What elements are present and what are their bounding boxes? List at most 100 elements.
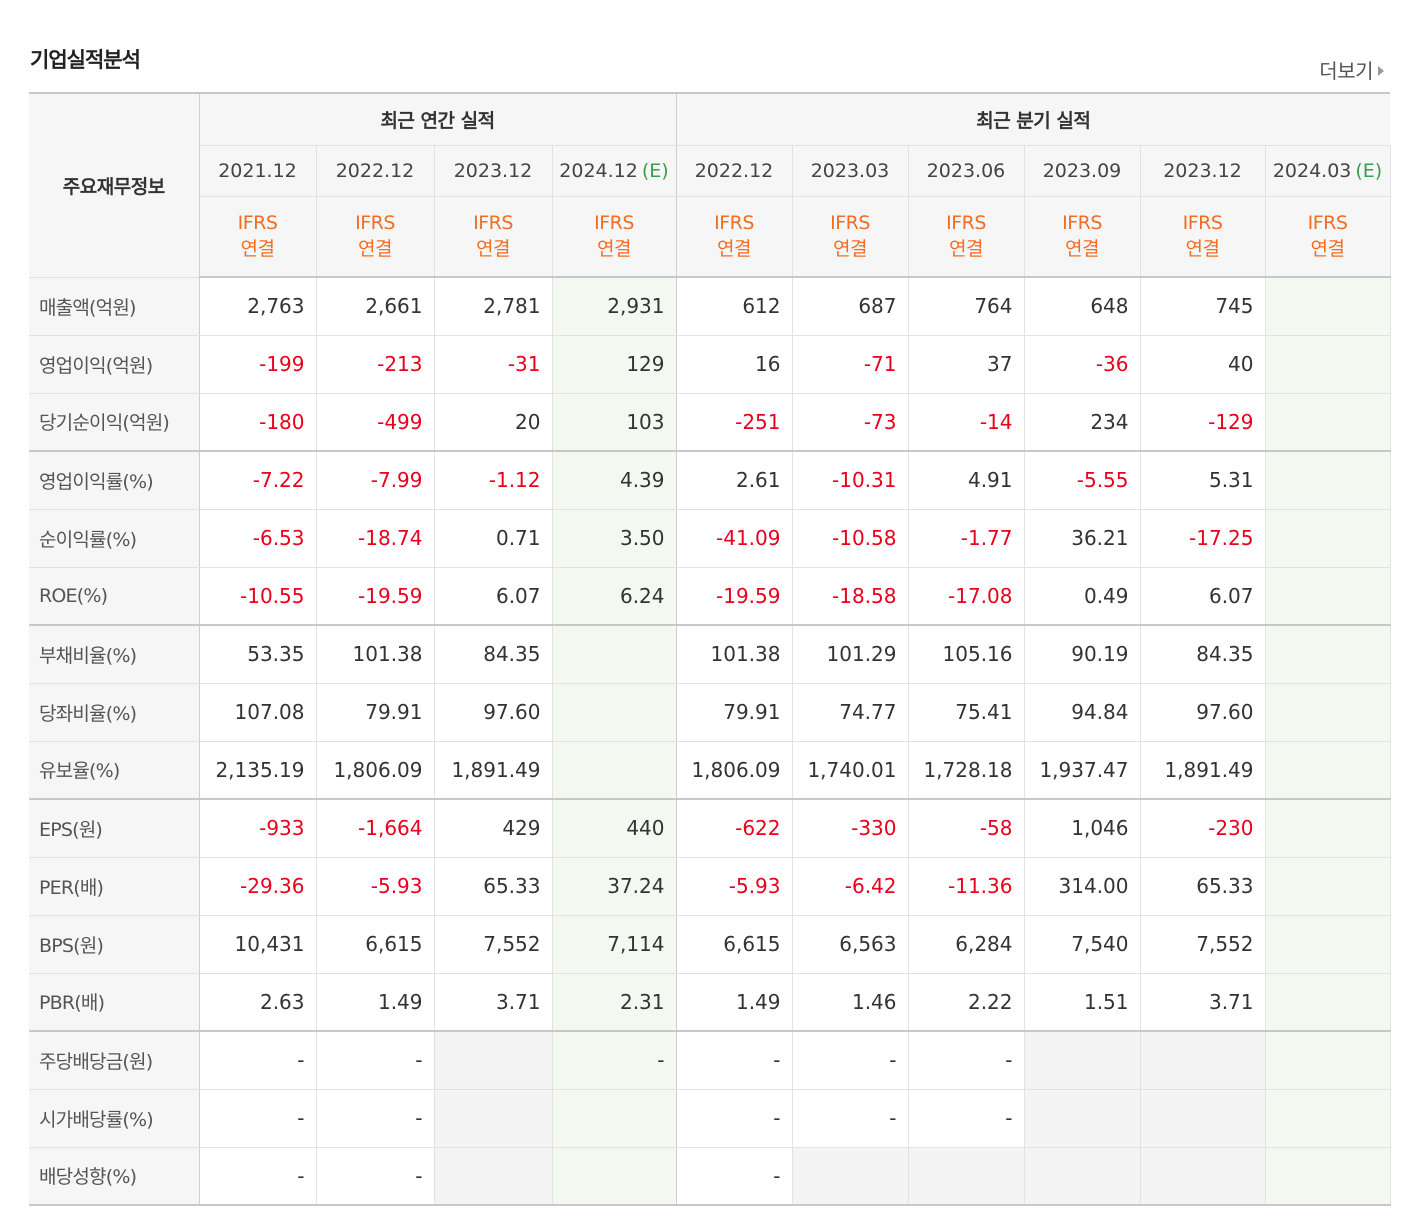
table-cell: -6.42: [792, 857, 909, 916]
table-cell: [1140, 1031, 1266, 1090]
period-date: 2022.12: [335, 159, 415, 182]
table-cell: -29.36: [199, 857, 317, 916]
period-date: 2023.12: [1163, 159, 1242, 182]
ifrs-badge: IFRS 연결: [316, 196, 435, 278]
table-cell: -19.59: [316, 567, 435, 626]
table-cell: -: [908, 1089, 1025, 1148]
consolidated-label: 연결: [1185, 238, 1220, 261]
table-cell: [434, 1089, 553, 1148]
table-cell: 103: [552, 393, 677, 452]
table-cell: [552, 1147, 677, 1206]
table-cell: [434, 1147, 553, 1206]
table-row: 영업이익(억원) -199 -213 -31 129 16 -71 37 -36 40: [29, 335, 1391, 394]
table-cell: -230: [1140, 799, 1266, 858]
chevron-right-icon: [1378, 65, 1384, 76]
table-cell: [1265, 799, 1391, 858]
table-cell: -213: [316, 335, 435, 394]
table-cell: 648: [1024, 277, 1141, 336]
table-cell: -: [676, 1031, 793, 1090]
table-cell: -17.25: [1140, 509, 1266, 568]
table-cell: 16: [676, 335, 793, 394]
table-cell: -180: [199, 393, 317, 452]
period-date: 2021.12: [218, 159, 297, 182]
table-cell: [1024, 1089, 1141, 1148]
row-label: 시가배당률(%): [29, 1089, 200, 1148]
table-row: 부채비율(%) 53.35 101.38 84.35 101.38 101.29 105.1…: [29, 625, 1391, 684]
table-cell: [1265, 567, 1391, 626]
table-row: PBR(배) 2.63 1.49 3.71 2.31 1.49 1.46 2.22 1.51 3.…: [29, 973, 1391, 1032]
row-label: 당좌비율(%): [29, 683, 200, 742]
table-cell: 6,615: [676, 915, 793, 974]
table-cell: -10.55: [199, 567, 317, 626]
table-cell: 129: [552, 335, 677, 394]
table-row: 시가배당률(%) - - - - -: [29, 1089, 1391, 1148]
consolidated-label: 연결: [597, 238, 631, 261]
table-cell: 3.71: [1140, 973, 1266, 1032]
consolidated-label: 연결: [1065, 238, 1099, 261]
ifrs-label: IFRS: [594, 212, 634, 235]
table-cell: 53.35: [199, 625, 317, 684]
table-cell: -: [199, 1031, 317, 1090]
row-label: PBR(배): [29, 973, 200, 1032]
table-cell: 6,615: [316, 915, 435, 974]
period-date: 2022.12: [694, 159, 774, 182]
table-cell: 37.24: [552, 857, 677, 916]
table-cell: 97.60: [434, 683, 553, 742]
table-row: 당기순이익(억원) -180 -499 20 103 -251 -73 -14 234 -129: [29, 393, 1391, 452]
ifrs-badge: IFRS 연결: [199, 196, 317, 278]
table-cell: 0.71: [434, 509, 553, 568]
table-cell: 2,781: [434, 277, 553, 336]
estimate-mark: (E): [641, 159, 669, 182]
table-cell: 1,046: [1024, 799, 1141, 858]
table-cell: 79.91: [316, 683, 435, 742]
table-cell: -: [792, 1089, 909, 1148]
table-cell: [1265, 393, 1391, 452]
table-cell: -: [316, 1089, 435, 1148]
table-cell: -36: [1024, 335, 1141, 394]
row-label: PER(배): [29, 857, 200, 916]
table-cell: 84.35: [1140, 625, 1266, 684]
table-cell: -58: [908, 799, 1025, 858]
table-row: 유보율(%) 2,135.19 1,806.09 1,891.49 1,806.09 1,…: [29, 741, 1391, 800]
table-cell: 2.31: [552, 973, 677, 1032]
table-cell: -129: [1140, 393, 1266, 452]
table-cell: -: [552, 1031, 677, 1090]
row-label: 영업이익률(%): [29, 451, 200, 510]
table-cell: -: [676, 1089, 793, 1148]
period-date-header: 2023.06: [908, 145, 1025, 197]
table-cell: -499: [316, 393, 435, 452]
table-row: ROE(%) -10.55 -19.59 6.07 6.24 -19.59 -18.58 -1…: [29, 567, 1391, 626]
table-cell: 4.91: [908, 451, 1025, 510]
more-link[interactable]: 더보기: [1319, 55, 1384, 84]
table-cell: 37: [908, 335, 1025, 394]
table-cell: 1,891.49: [1140, 741, 1266, 800]
table-cell: 4.39: [552, 451, 677, 510]
consolidated-label: 연결: [949, 238, 983, 261]
table-cell: 7,540: [1024, 915, 1141, 974]
table-row: PER(배) -29.36 -5.93 65.33 37.24 -5.93 -6.42 -11…: [29, 857, 1391, 916]
table-cell: -199: [199, 335, 317, 394]
table-cell: -5.93: [316, 857, 435, 916]
ifrs-badge: IFRS 연결: [908, 196, 1025, 278]
consolidated-label: 연결: [240, 238, 275, 261]
table-cell: [1265, 277, 1391, 336]
table-cell: [552, 625, 677, 684]
table-cell: 1,891.49: [434, 741, 553, 800]
table-cell: 2,763: [199, 277, 317, 336]
table-cell: -: [199, 1089, 317, 1148]
ifrs-badge: IFRS 연결: [1140, 196, 1266, 278]
period-date-header: 2022.12: [676, 145, 793, 197]
table-cell: -: [792, 1031, 909, 1090]
table-cell: 79.91: [676, 683, 793, 742]
table-cell: 2,661: [316, 277, 435, 336]
table-cell: 2.63: [199, 973, 317, 1032]
consolidated-label: 연결: [833, 238, 867, 261]
table-cell: -6.53: [199, 509, 317, 568]
table-cell: [1265, 509, 1391, 568]
period-date-header: 2023.12: [434, 145, 553, 197]
table-cell: 101.38: [676, 625, 793, 684]
period-date-header: 2023.03: [792, 145, 909, 197]
table-cell: 440: [552, 799, 677, 858]
table-row: 주당배당금(원) - - - - - -: [29, 1031, 1391, 1090]
table-cell: [1265, 857, 1391, 916]
